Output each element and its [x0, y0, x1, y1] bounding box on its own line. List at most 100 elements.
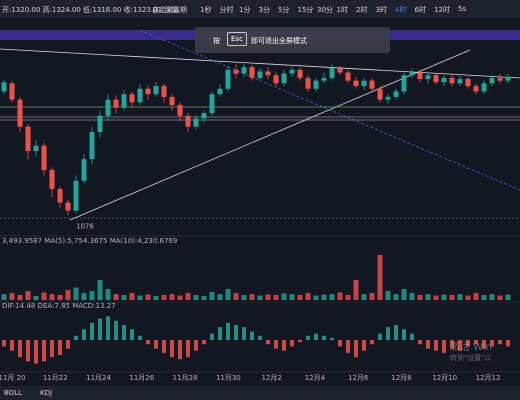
volume-bar: [377, 255, 383, 300]
volume-bar: [73, 287, 79, 300]
candle-body: [297, 69, 303, 78]
trend-line: [0, 48, 520, 79]
candle-body: [193, 118, 199, 127]
candle-body: [225, 69, 231, 89]
x-tick-label: 11月26: [129, 374, 154, 382]
macd-bar: [66, 340, 70, 349]
macd-bar: [258, 335, 262, 340]
candle-body: [393, 91, 399, 97]
macd-bar: [434, 340, 438, 351]
volume-bar: [161, 295, 167, 300]
candle-body: [233, 69, 239, 74]
period-label[interactable]: 自定义周期: [152, 6, 187, 14]
volume-bar: [433, 295, 439, 300]
macd-bar: [186, 340, 190, 358]
candle-body: [129, 94, 135, 103]
candle-body: [25, 126, 31, 152]
volume-bar: [369, 293, 375, 300]
period[interactable]: 2时: [356, 6, 368, 14]
volume-bar: [305, 293, 311, 300]
x-tick-label: 11月24: [86, 374, 111, 382]
candle-body: [305, 77, 311, 89]
refresh[interactable]: 5s: [458, 5, 467, 13]
period[interactable]: 分时: [219, 6, 234, 14]
macd-bar: [218, 327, 222, 340]
candle-body: [121, 94, 127, 108]
macd-bar: [482, 340, 486, 349]
x-tick-label: 11月22: [43, 374, 68, 382]
candle-body: [145, 88, 151, 95]
indicator[interactable]: BOLL: [4, 389, 22, 397]
macd-bar: [410, 333, 414, 340]
macd-bar: [106, 316, 110, 340]
candle-body: [281, 73, 287, 84]
candle-body: [489, 77, 495, 84]
period[interactable]: 3时: [375, 6, 387, 14]
volume-bar: [465, 295, 471, 300]
period[interactable]: 5分: [278, 6, 290, 14]
period[interactable]: 1秒: [200, 6, 212, 14]
volume-bar: [449, 295, 455, 300]
fullscreen-hint: 按 Esc 即可退出全屏模式: [195, 27, 390, 53]
period[interactable]: 15分: [297, 6, 314, 14]
period[interactable]: 6时: [414, 6, 426, 14]
volume-bar: [345, 295, 351, 300]
candle-body: [409, 72, 415, 76]
macd-bar: [322, 335, 326, 340]
dashed-line: [139, 29, 520, 191]
candle-body: [433, 75, 439, 83]
macd-bar: [146, 340, 150, 345]
macd-bar: [170, 340, 174, 358]
period[interactable]: 12时: [434, 6, 450, 14]
volume-bar: [313, 295, 319, 300]
period[interactable]: 1分: [239, 6, 251, 14]
candle-body: [505, 76, 511, 81]
volume-bar: [1, 294, 7, 300]
macd-bar: [162, 340, 166, 353]
volume-bar: [209, 292, 215, 300]
macd-bar: [298, 340, 302, 343]
volume-bar: [121, 295, 127, 300]
indicator[interactable]: KDJ: [40, 389, 53, 397]
candle-body: [385, 96, 391, 100]
candle-body: [473, 86, 479, 92]
macd-bar: [498, 340, 502, 345]
macd-bar: [154, 340, 158, 349]
macd-bar: [50, 340, 54, 358]
macd-bar: [26, 340, 30, 362]
period[interactable]: 30分: [317, 6, 333, 14]
volume-bar: [233, 293, 239, 300]
macd-bar: [466, 340, 470, 347]
candle-body: [137, 88, 143, 103]
x-tick-label: 12月6: [348, 374, 369, 382]
candle-body: [161, 86, 167, 97]
macd-bar: [42, 340, 46, 362]
macd-bar: [442, 340, 446, 353]
volume-bar: [105, 289, 111, 300]
hint: 按: [213, 37, 220, 45]
macd-bar: [266, 340, 270, 345]
macd-bar: [290, 340, 294, 347]
candle-body: [497, 77, 503, 81]
volume-bar: [473, 293, 479, 300]
macd-label: DIF:14.48 DEA:7.85 MACD:13.27: [2, 302, 116, 310]
macd-bar: [402, 329, 406, 340]
macd-bar: [114, 320, 118, 340]
candle-body: [209, 94, 215, 114]
macd-bar: [194, 340, 198, 351]
volume-bar: [49, 294, 55, 300]
candle-body: [9, 83, 15, 100]
volume-bar: [273, 295, 279, 300]
period[interactable]: 3分: [258, 6, 270, 14]
candle-body: [361, 80, 367, 87]
x-tick-label: 12月10: [432, 374, 457, 382]
period[interactable]: 1时: [336, 6, 348, 14]
trend-line: [69, 49, 471, 221]
candle-body: [49, 170, 55, 189]
candle-body: [177, 105, 183, 116]
volume-bar: [9, 293, 15, 300]
period[interactable]: 4时: [395, 6, 407, 14]
candle-body: [185, 115, 191, 127]
macd-bar: [490, 340, 494, 347]
candle-body: [465, 79, 471, 87]
